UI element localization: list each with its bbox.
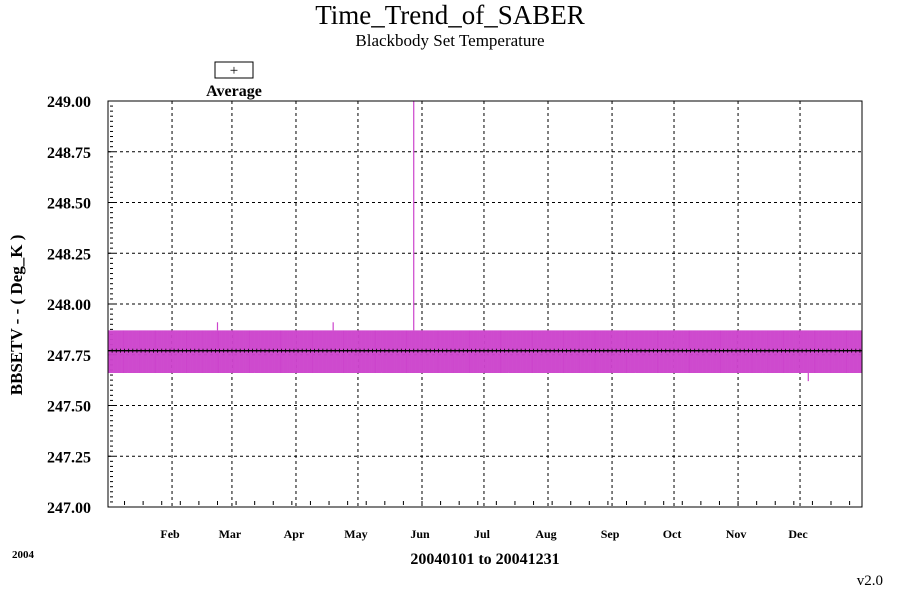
y-tick-label: 249.00 <box>47 94 91 111</box>
x-tick-label: Jun <box>410 527 430 541</box>
y-tick-label: 248.50 <box>47 196 91 213</box>
version-label: v2.0 <box>857 573 883 589</box>
x-tick-label: Nov <box>726 527 747 541</box>
legend-label: Average <box>206 83 262 100</box>
chart-subtitle: Blackbody Set Temperature <box>355 31 544 50</box>
x-tick-label: Sep <box>601 527 620 541</box>
plot-frame <box>107 100 863 508</box>
series-variation <box>107 101 863 382</box>
y-tick-label: 247.50 <box>47 399 91 416</box>
x-tick-label: Apr <box>284 527 305 541</box>
y-tick-labels: 247.00 247.25 247.50 247.75 248.00 248.25 248.… <box>47 94 91 517</box>
series-average <box>107 348 862 353</box>
y-tick-label: 247.75 <box>47 348 91 365</box>
x-tick-label: May <box>344 527 367 541</box>
legend-box <box>214 61 254 79</box>
x-tick-label: Jul <box>474 527 491 541</box>
legend: + Average <box>206 61 262 100</box>
year-label: 2004 <box>12 549 35 561</box>
x-tick-label: Feb <box>160 527 180 541</box>
series-variation-strokes <box>107 330 863 374</box>
x-tick-label: Mar <box>219 527 242 541</box>
x-tick-labels: Feb Mar Apr May Jun Jul Aug Sep Oct Nov Dec <box>160 527 808 541</box>
legend-symbol: + <box>230 63 238 79</box>
x-tick-label: Aug <box>535 527 556 541</box>
y-axis-label: BBSETV - - ( Deg_K ) <box>7 235 26 396</box>
x-axis-label: 20040101 to 20041231 <box>410 551 559 568</box>
y-tick-label: 247.00 <box>47 500 91 517</box>
y-tick-label: 248.00 <box>47 297 91 314</box>
y-tick-label: 248.25 <box>47 246 91 263</box>
y-tick-label: 248.75 <box>47 145 91 162</box>
x-tick-label: Oct <box>663 527 682 541</box>
gridlines <box>108 101 862 507</box>
x-tick-label: Dec <box>788 527 808 541</box>
chart-title: Time_Trend_of_SABER <box>315 0 585 30</box>
y-tick-label: 247.25 <box>47 449 91 466</box>
